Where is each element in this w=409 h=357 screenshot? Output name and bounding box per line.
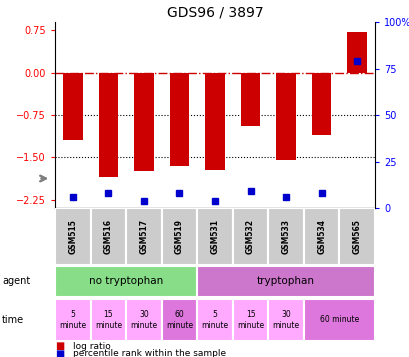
Text: percentile rank within the sample: percentile rank within the sample (73, 350, 226, 357)
Bar (267, 299, 303, 341)
Text: 30
minute: 30 minute (272, 310, 299, 330)
Text: 15
minute: 15 minute (94, 310, 121, 330)
Text: tryptophan: tryptophan (256, 277, 315, 287)
Bar (267, 208, 303, 265)
Bar (90, 299, 126, 341)
Bar (161, 208, 197, 265)
Text: GSM515: GSM515 (68, 219, 77, 254)
Text: GSM565: GSM565 (352, 219, 361, 254)
Bar (55, 208, 90, 265)
Bar (197, 299, 232, 341)
Bar (276, 73, 295, 160)
Bar (197, 208, 232, 265)
Bar (232, 299, 267, 341)
Bar (90, 208, 126, 265)
Bar (98, 73, 118, 177)
Bar (55, 299, 90, 341)
Bar (63, 73, 82, 140)
Bar (232, 208, 267, 265)
Bar (303, 299, 374, 341)
Bar (346, 31, 366, 73)
Bar (311, 73, 330, 135)
Bar (161, 299, 197, 341)
Bar (197, 266, 374, 297)
Bar (169, 73, 189, 166)
Text: GSM519: GSM519 (175, 219, 184, 254)
Text: ■: ■ (55, 342, 64, 352)
Bar (134, 73, 153, 171)
Text: 60
minute: 60 minute (166, 310, 193, 330)
Bar (126, 208, 161, 265)
Bar (205, 73, 224, 170)
Bar (126, 299, 161, 341)
Text: GSM531: GSM531 (210, 219, 219, 254)
Text: 15
minute: 15 minute (236, 310, 263, 330)
Text: log ratio: log ratio (73, 342, 111, 351)
Text: agent: agent (2, 277, 30, 287)
Bar (240, 73, 260, 126)
Bar (55, 266, 197, 297)
Text: GSM517: GSM517 (139, 219, 148, 254)
Text: time: time (2, 315, 24, 325)
Text: GSM534: GSM534 (317, 219, 326, 254)
Title: GDS96 / 3897: GDS96 / 3897 (166, 5, 263, 19)
Bar (303, 208, 339, 265)
Text: 5
minute: 5 minute (201, 310, 228, 330)
Text: GSM532: GSM532 (245, 219, 254, 254)
Bar (339, 208, 374, 265)
Text: 30
minute: 30 minute (130, 310, 157, 330)
Text: GSM516: GSM516 (103, 219, 112, 254)
Text: 60 minute: 60 minute (319, 316, 358, 325)
Text: no tryptophan: no tryptophan (89, 277, 163, 287)
Text: 5
minute: 5 minute (59, 310, 86, 330)
Text: ■: ■ (55, 349, 64, 357)
Text: GSM533: GSM533 (281, 219, 290, 254)
